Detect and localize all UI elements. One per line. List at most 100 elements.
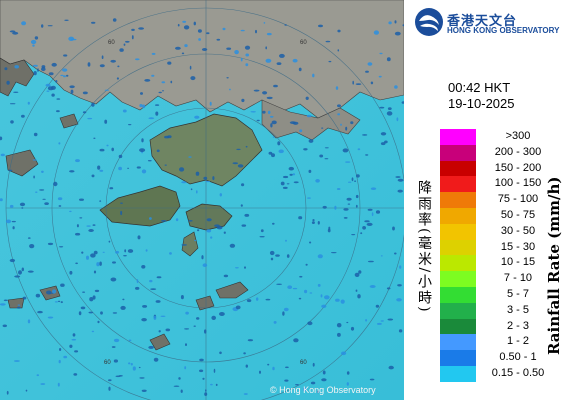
radar-map: 60 60 60 60 © Hong Kong Observatory: [0, 0, 404, 400]
radar-echo: [100, 311, 103, 315]
radar-echo: [366, 222, 373, 226]
radar-echo: [153, 357, 159, 362]
radar-echo: [63, 355, 68, 359]
radar-echo: [86, 225, 91, 227]
radar-echo: [401, 101, 404, 104]
radar-echo: [286, 254, 290, 258]
radar-echo: [29, 244, 35, 249]
radar-echo: [289, 121, 296, 124]
radar-echo: [346, 371, 350, 375]
legend-row: 100 - 150: [440, 176, 570, 193]
radar-echoes: [0, 18, 404, 396]
radar-echo: [229, 243, 236, 248]
radar-echo: [74, 350, 79, 353]
legend-title-english: Rainfall Rate (mm/h): [545, 176, 563, 355]
radar-echo: [270, 123, 273, 128]
radar-echo: [360, 232, 363, 235]
radar-echo: [93, 250, 98, 255]
radar-echo: [160, 315, 166, 317]
radar-echo: [398, 329, 403, 333]
radar-echo: [101, 55, 104, 59]
radar-echo: [373, 30, 379, 35]
hong-kong-island: [185, 203, 233, 231]
legend-swatch: [440, 207, 476, 224]
radar-echo: [0, 198, 3, 202]
radar-echo: [292, 58, 298, 63]
radar-echo: [150, 288, 157, 290]
radar-echo: [388, 365, 394, 370]
hko-logo-mark: [415, 8, 443, 36]
radar-echo: [386, 287, 391, 290]
radar-echo: [273, 84, 278, 88]
radar-echo: [305, 263, 308, 266]
radar-echo: [209, 101, 212, 106]
radar-echo: [315, 179, 320, 183]
radar-echo: [310, 381, 316, 385]
legend-title-chinese: 降雨率(毫米/小時): [416, 180, 432, 314]
radar-echo: [304, 289, 308, 294]
radar-echo: [57, 382, 60, 387]
radar-echo: [128, 362, 131, 365]
radar-echo: [336, 188, 341, 190]
radar-echo: [263, 22, 266, 24]
radar-echo: [340, 299, 345, 304]
range-label-nw: 60: [108, 40, 115, 46]
radar-echo: [3, 299, 8, 302]
south-island-3: [149, 333, 171, 351]
radar-echo: [321, 378, 327, 382]
radar-echo: [204, 329, 207, 334]
radar-echo: [321, 304, 327, 308]
radar-echo: [380, 320, 384, 322]
radar-echo: [0, 153, 5, 157]
radar-echo: [11, 220, 16, 223]
radar-echo: [0, 136, 3, 141]
radar-echo: [177, 23, 180, 27]
radar-echo: [111, 147, 114, 152]
radar-echo: [343, 208, 349, 211]
radar-echo: [273, 321, 277, 324]
radar-echo: [87, 62, 91, 67]
radar-echo: [22, 296, 27, 300]
radar-echo: [269, 115, 274, 118]
radar-echo: [266, 32, 272, 36]
legend-swatch: [440, 223, 476, 240]
radar-echo: [47, 25, 53, 27]
radar-echo: [287, 285, 293, 290]
radar-echo: [193, 325, 196, 327]
radar-echo: [265, 46, 268, 50]
south-island-2: [195, 295, 215, 311]
radar-echo: [235, 267, 239, 269]
legend-row: 200 - 300: [440, 144, 570, 161]
radar-echo: [298, 216, 303, 220]
radar-echo: [324, 295, 330, 300]
radar-echo: [113, 359, 118, 363]
radar-echo: [70, 89, 74, 94]
radar-echo: [309, 292, 313, 294]
timestamp-date: 19-10-2025: [448, 96, 515, 111]
radar-echo: [153, 315, 157, 320]
radar-echo: [135, 58, 140, 61]
radar-echo: [139, 377, 145, 379]
legend-row: 2 - 3: [440, 318, 570, 335]
radar-echo: [280, 181, 285, 186]
radar-echo: [262, 91, 268, 95]
radar-echo: [13, 91, 19, 94]
radar-echo: [244, 213, 250, 217]
radar-echo: [317, 221, 320, 225]
radar-echo: [299, 275, 303, 278]
legend-row: >300: [440, 129, 570, 145]
radar-echo: [27, 237, 31, 239]
radar-echo: [342, 148, 349, 153]
south-island-1: [215, 281, 249, 299]
radar-echo: [284, 379, 289, 382]
radar-echo: [44, 202, 49, 206]
radar-echo: [138, 27, 145, 30]
radar-echo: [82, 111, 87, 114]
radar-echo: [322, 205, 327, 209]
radar-echo: [79, 198, 84, 201]
radar-echo: [307, 197, 311, 199]
radar-echo: [292, 173, 296, 176]
radar-echo: [243, 393, 248, 395]
radar-echo: [256, 297, 259, 301]
radar-echo: [182, 20, 187, 23]
